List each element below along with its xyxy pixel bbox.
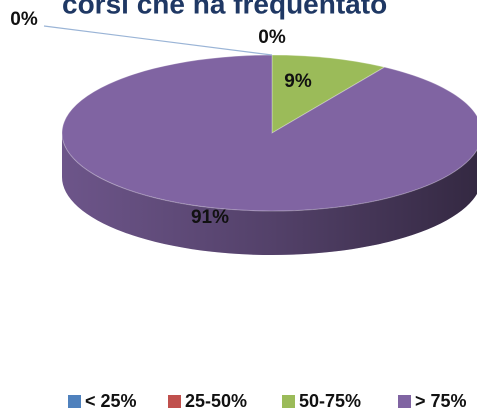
legend-label: 25-50%	[185, 391, 247, 409]
legend-label: > 75%	[415, 391, 467, 409]
leader-line	[43, 25, 273, 56]
legend-swatch	[282, 395, 295, 408]
legend-label: < 25%	[85, 391, 137, 409]
chart-title: corsi che ha frequentato	[62, 0, 387, 19]
legend-label: 50-75%	[299, 391, 361, 409]
slice	[61, 54, 477, 212]
legend-swatch	[168, 395, 181, 408]
legend-swatch	[68, 395, 81, 408]
slice-side-shade	[62, 133, 477, 255]
data-label: 9%	[284, 71, 312, 92]
data-label: 0%	[10, 9, 38, 30]
data-label: 91%	[191, 207, 229, 228]
data-label: 0%	[258, 27, 286, 48]
slice	[271, 54, 386, 134]
legend-swatch	[398, 395, 411, 408]
